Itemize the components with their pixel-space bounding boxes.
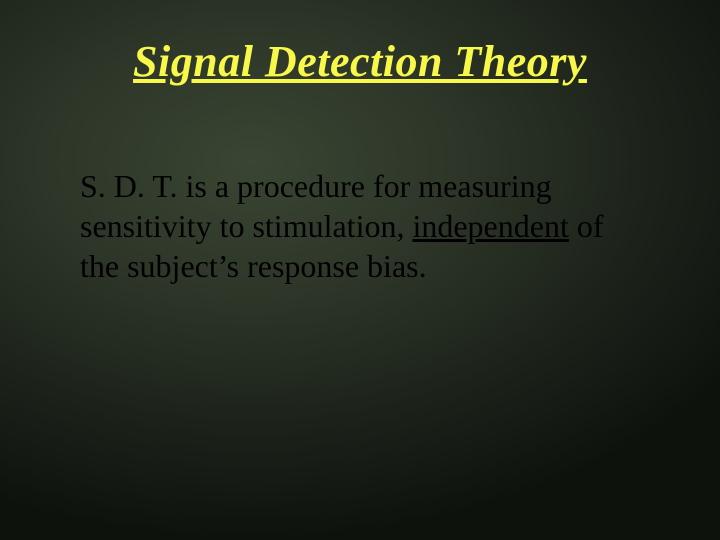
slide-title: Signal Detection Theory: [60, 38, 660, 86]
slide: Signal Detection Theory S. D. T. is a pr…: [0, 0, 720, 540]
body-text-underlined: independent: [412, 208, 568, 244]
slide-body: S. D. T. is a procedure for measuring se…: [80, 166, 650, 286]
